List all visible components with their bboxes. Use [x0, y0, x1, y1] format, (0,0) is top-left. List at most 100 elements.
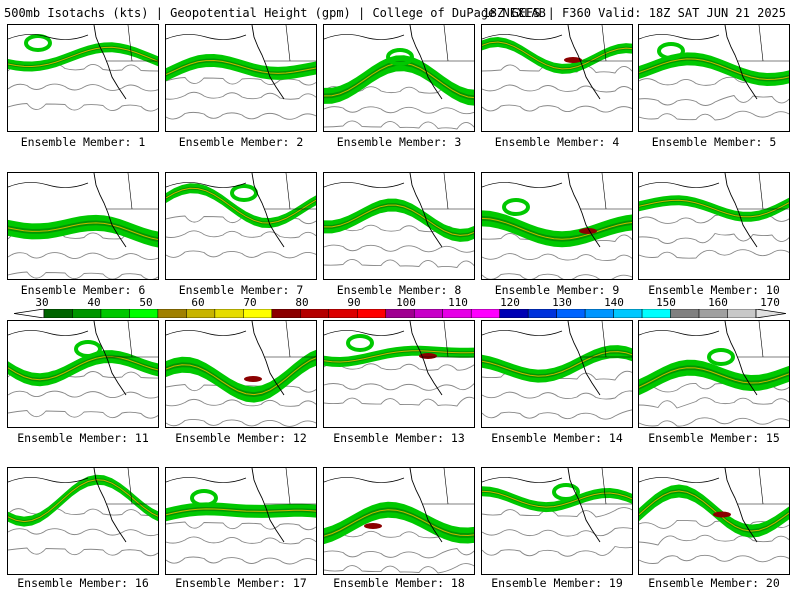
ensemble-member-label: Ensemble Member: 2 — [178, 135, 304, 149]
colorbar-tick-label: 100 — [396, 296, 416, 309]
colorbar-tick-label: 30 — [35, 296, 49, 309]
colorbar-tick-label: 50 — [139, 296, 153, 309]
map-graphic — [8, 25, 158, 112]
ensemble-panel — [323, 24, 475, 132]
ensemble-member-label: Ensemble Member: 12 — [175, 431, 307, 445]
colorbar-swatch — [214, 309, 244, 318]
map-graphic — [482, 468, 632, 557]
map-graphic — [8, 468, 158, 557]
ensemble-panel — [165, 320, 317, 428]
map-graphic — [324, 468, 474, 574]
ensemble-panel — [481, 467, 633, 575]
map-graphic — [8, 321, 158, 419]
colorbar-tick-label: 130 — [552, 296, 572, 309]
ensemble-panel — [638, 467, 790, 575]
colorbar-swatch — [556, 309, 586, 318]
map-graphic — [639, 173, 789, 259]
ensemble-member-label: Ensemble Member: 9 — [494, 283, 620, 297]
ensemble-panel — [7, 320, 159, 428]
ensemble-member-label: Ensemble Member: 1 — [20, 135, 146, 149]
colorbar-swatch — [527, 309, 557, 318]
map-graphic — [166, 173, 316, 259]
colorbar-tick-label: 140 — [604, 296, 624, 309]
ensemble-member-label: Ensemble Member: 20 — [648, 576, 780, 590]
ensemble-member-label: Ensemble Member: 13 — [333, 431, 465, 445]
map-graphic — [639, 25, 789, 121]
ensemble-member-label: Ensemble Member: 14 — [491, 431, 623, 445]
colorbar-tick-label: 170 — [760, 296, 780, 309]
ensemble-panel — [481, 24, 633, 132]
colorbar-swatch — [157, 309, 187, 318]
colorbar-tick-label: 70 — [243, 296, 257, 309]
ensemble-panel — [323, 172, 475, 280]
ensemble-panel — [481, 172, 633, 280]
colorbar-swatch — [499, 309, 529, 318]
colorbar-swatch — [72, 309, 102, 318]
map-graphic — [166, 468, 316, 565]
title-right: 18Z GEFS | F360 Valid: 18Z SAT JUN 21 20… — [482, 6, 786, 20]
colorbar-swatch — [442, 309, 472, 318]
ensemble-member-label: Ensemble Member: 18 — [333, 576, 465, 590]
ensemble-panel — [323, 467, 475, 575]
colorbar-swatch — [271, 309, 301, 318]
colorbar-swatch — [470, 309, 500, 318]
colorbar-tick-label: 40 — [87, 296, 101, 309]
colorbar-tick-label: 90 — [347, 296, 361, 309]
map-graphic — [482, 173, 632, 279]
ensemble-panel — [165, 24, 317, 132]
colorbar-swatch — [584, 309, 614, 318]
ensemble-panel — [165, 172, 317, 280]
colorbar-swatch — [413, 309, 443, 318]
colorbar-tick-label: 150 — [656, 296, 676, 309]
ensemble-member-label: Ensemble Member: 11 — [17, 431, 149, 445]
colorbar-swatch — [300, 309, 330, 318]
map-graphic — [482, 321, 632, 420]
colorbar-tick-label: 110 — [448, 296, 468, 309]
colorbar-swatch — [613, 309, 643, 318]
colorbar-graphic — [14, 309, 786, 318]
ensemble-panel — [7, 467, 159, 575]
colorbar-swatch — [641, 309, 671, 318]
map-title: 500mb Isotachs (kts) | Geopotential Heig… — [4, 6, 796, 22]
map-graphic — [639, 321, 789, 427]
map-graphic — [166, 321, 316, 427]
map-graphic — [324, 321, 474, 407]
ensemble-member-label: Ensemble Member: 7 — [178, 283, 304, 297]
colorbar-swatch — [698, 309, 728, 318]
map-graphic — [324, 173, 474, 268]
map-graphic — [166, 25, 316, 120]
colorbar-swatch — [186, 309, 216, 318]
colorbar-swatch — [357, 309, 387, 318]
ensemble-member-label: Ensemble Member: 8 — [336, 283, 462, 297]
map-graphic — [8, 173, 158, 279]
ensemble-member-label: Ensemble Member: 19 — [491, 576, 623, 590]
map-graphic — [482, 25, 632, 113]
title-left: 500mb Isotachs (kts) | Geopotential Heig… — [4, 6, 546, 20]
colorbar-swatch — [243, 309, 273, 318]
ensemble-panel — [7, 172, 159, 280]
ensemble-member-label: Ensemble Member: 3 — [336, 135, 462, 149]
colorbar-tick-label: 120 — [500, 296, 520, 309]
ensemble-panel — [638, 320, 790, 428]
colorbar-tick-label: 80 — [295, 296, 309, 309]
colorbar-swatch — [727, 309, 757, 318]
ensemble-panel — [7, 24, 159, 132]
ensemble-member-label: Ensemble Member: 5 — [651, 135, 777, 149]
colorbar-swatch — [100, 309, 130, 318]
ensemble-panel — [638, 24, 790, 132]
ensemble-member-label: Ensemble Member: 6 — [20, 283, 146, 297]
map-graphic — [324, 25, 474, 130]
colorbar-ticks: 30 40 50 60 70 80 90 100 110 120 130 140 150 160 170 — [0, 296, 800, 309]
colorbar-swatch — [129, 309, 159, 318]
colorbar-swatch — [385, 309, 415, 318]
ensemble-panel — [165, 467, 317, 575]
colorbar — [14, 309, 786, 318]
ensemble-member-label: Ensemble Member: 17 — [175, 576, 307, 590]
colorbar-swatch — [670, 309, 700, 318]
colorbar-swatch — [328, 309, 358, 318]
ensemble-member-label: Ensemble Member: 10 — [648, 283, 780, 297]
colorbar-tick-label: 160 — [708, 296, 728, 309]
ensemble-member-label: Ensemble Member: 4 — [494, 135, 620, 149]
ensemble-panel — [481, 320, 633, 428]
ensemble-panel — [638, 172, 790, 280]
